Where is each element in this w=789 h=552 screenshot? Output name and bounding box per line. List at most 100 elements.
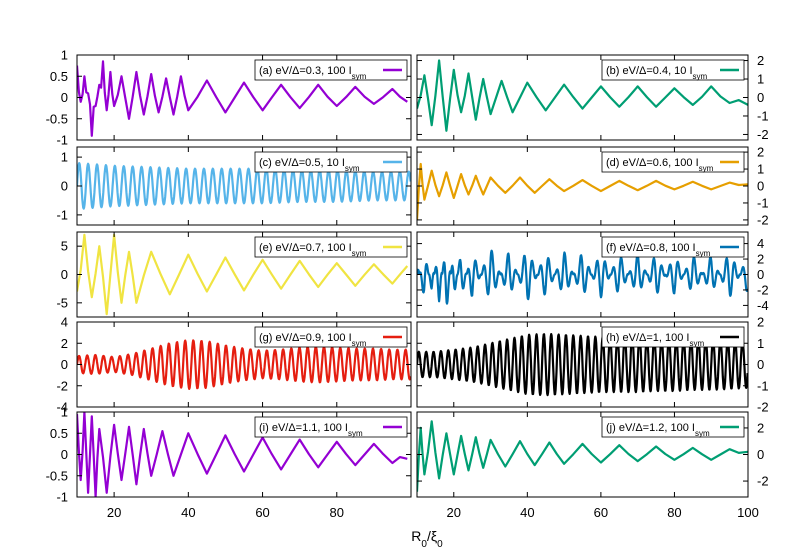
y-tick-label: -0.5	[46, 468, 68, 483]
y-tick-label: -1	[757, 378, 769, 393]
y-tick-label: 2	[757, 252, 764, 267]
legend-box	[254, 59, 408, 81]
series-line-e	[77, 233, 409, 316]
legend-label: (e) eV/Δ=0.7, 100 Isym	[259, 242, 367, 258]
y-tick-label: 0	[61, 267, 68, 282]
legend-f: (f) eV/Δ=0.8, 100 Isym	[601, 236, 745, 258]
y-tick-label: 0	[757, 447, 764, 462]
legend-box	[601, 59, 745, 81]
series-line-j	[417, 420, 748, 492]
panel-d: 2 1 0-1 -2 (d) eV/Δ=0.6, 100 Isym	[416, 145, 769, 227]
panel-g: 4 2 0 -2 -4 (g) eV/Δ=0.9, 100 Isym	[56, 315, 412, 415]
y-tick-label: 0	[757, 267, 764, 282]
legend-label: (d) eV/Δ=0.6, 100 Isym	[606, 157, 714, 173]
legend-box	[601, 236, 745, 258]
x-axis-title: R0/ξ0	[411, 528, 443, 550]
y-tick-label: -1	[757, 195, 769, 210]
y-tick-label: 0	[61, 179, 68, 194]
y-tick-label: -1	[757, 108, 769, 123]
legend-label: (j) eV/Δ=1.2, 100 Isym	[606, 422, 710, 438]
y-tick-label: 0	[757, 357, 764, 372]
legend-j: (j) eV/Δ=1.2, 100 Isym	[601, 416, 745, 438]
panels-layer: 10.50-0.5-1(a) eV/Δ=0.3, 100 Isym210-1-2…	[46, 48, 769, 521]
series-line-i	[77, 412, 408, 497]
y-tick-label: 1	[757, 336, 764, 351]
x-tick-label: 100	[737, 505, 759, 520]
legend-box	[601, 151, 745, 173]
panel-j: 20-220 40 60 80 100(j) eV/Δ=1.2, 100 Isym	[416, 411, 769, 520]
y-tick-label: -2	[757, 212, 769, 227]
panel-c: 1 0 -1 (c) eV/Δ=0.5, 10 Isym	[56, 146, 412, 226]
legend-d: (d) eV/Δ=0.6, 100 Isym	[601, 151, 745, 173]
y-tick-label: 0	[61, 357, 68, 372]
legend-label: (b) eV/Δ=0.4, 10 Isym	[606, 65, 708, 81]
legend-label: (a) eV/Δ=0.3, 100 Isym	[259, 65, 367, 81]
legend-i: (i) eV/Δ=1.1, 100 Isym	[254, 416, 408, 438]
x-tick-label: 80	[330, 505, 344, 520]
legend-label: (i) eV/Δ=1.1, 100 Isym	[259, 422, 363, 438]
series-line-a	[77, 60, 408, 137]
panel-e: 5 0 -5 (e) eV/Δ=0.7, 100 Isym	[56, 231, 412, 318]
y-tick-label: -1	[56, 133, 68, 148]
y-tick-label: -2	[757, 474, 769, 489]
y-tick-label: -2	[757, 282, 769, 297]
y-tick-label: 1	[757, 72, 764, 87]
legend-label: (g) eV/Δ=0.9, 100 Isym	[259, 332, 367, 348]
y-tick-label: 1	[61, 405, 68, 420]
y-tick-label: 0	[61, 447, 68, 462]
y-tick-label: 4	[61, 315, 68, 330]
y-tick-label: 0.5	[50, 426, 68, 441]
y-tick-label: 0	[757, 179, 764, 194]
panel-i: 1 0.5 0 -0.5 -1 20 40 60 80 (i) eV/Δ=1.1, 100 Isy…	[46, 405, 412, 520]
y-tick-label: -0.5	[46, 111, 68, 126]
y-tick-label: -1	[56, 207, 68, 222]
series-line-f	[417, 249, 748, 305]
y-tick-label: 0	[757, 90, 764, 105]
x-tick-label: 20	[107, 505, 121, 520]
y-tick-label: -2	[56, 378, 68, 393]
y-tick-label: 2	[757, 315, 764, 330]
x-tick-label: 60	[255, 505, 269, 520]
y-tick-label: 2	[757, 145, 764, 160]
y-tick-label: -2	[757, 127, 769, 142]
y-tick-label: -5	[56, 295, 68, 310]
series-line-h	[417, 333, 748, 397]
legend-c: (c) eV/Δ=0.5, 10 Isym	[254, 151, 408, 173]
legend-box	[254, 326, 408, 348]
y-tick-label: 0	[61, 90, 68, 105]
legend-box	[601, 326, 745, 348]
legend-box	[254, 416, 408, 438]
x-tick-label: 60	[594, 505, 608, 520]
panel-b: 2 1 0 -1 -2 (b) eV/Δ=0.4, 10 Isym	[416, 53, 769, 142]
x-tick-label: 40	[520, 505, 534, 520]
series-line-b	[417, 59, 748, 132]
legend-label: (h) eV/Δ=1, 100 Isym	[606, 332, 704, 348]
y-tick-label: -4	[56, 400, 68, 415]
x-tick-label: 20	[447, 505, 461, 520]
y-tick-label: 2	[757, 53, 764, 68]
series-line-d	[417, 162, 748, 220]
x-tick-label: 40	[181, 505, 195, 520]
y-tick-label: 1	[757, 162, 764, 177]
legend-a: (a) eV/Δ=0.3, 100 Isym	[254, 59, 408, 81]
y-tick-label: -1	[56, 490, 68, 505]
y-tick-label: 1	[61, 48, 68, 63]
legend-e: (e) eV/Δ=0.7, 100 Isym	[254, 236, 408, 258]
y-tick-label: 0.5	[50, 69, 68, 84]
legend-box	[254, 151, 408, 173]
y-tick-label: 4	[757, 236, 764, 251]
legend-label: (c) eV/Δ=0.5, 10 Isym	[259, 157, 360, 173]
legend-box	[254, 236, 408, 258]
y-tick-label: -2	[757, 400, 769, 415]
y-tick-label: 2	[61, 336, 68, 351]
legend-box	[601, 416, 745, 438]
panel-h: 2 1 0 -1 -2 (h) eV/Δ=1, 100 Isym	[416, 315, 769, 415]
legend-g: (g) eV/Δ=0.9, 100 Isym	[254, 326, 408, 348]
y-tick-label: 5	[61, 239, 68, 254]
y-tick-label: 1	[61, 150, 68, 165]
legend-b: (b) eV/Δ=0.4, 10 Isym	[601, 59, 745, 81]
x-tick-label: 80	[667, 505, 681, 520]
panel-f: 420-2-4 (f) eV/Δ=0.8, 100 Isym	[416, 231, 769, 318]
legend-label: (f) eV/Δ=0.8, 100 Isym	[606, 242, 711, 258]
